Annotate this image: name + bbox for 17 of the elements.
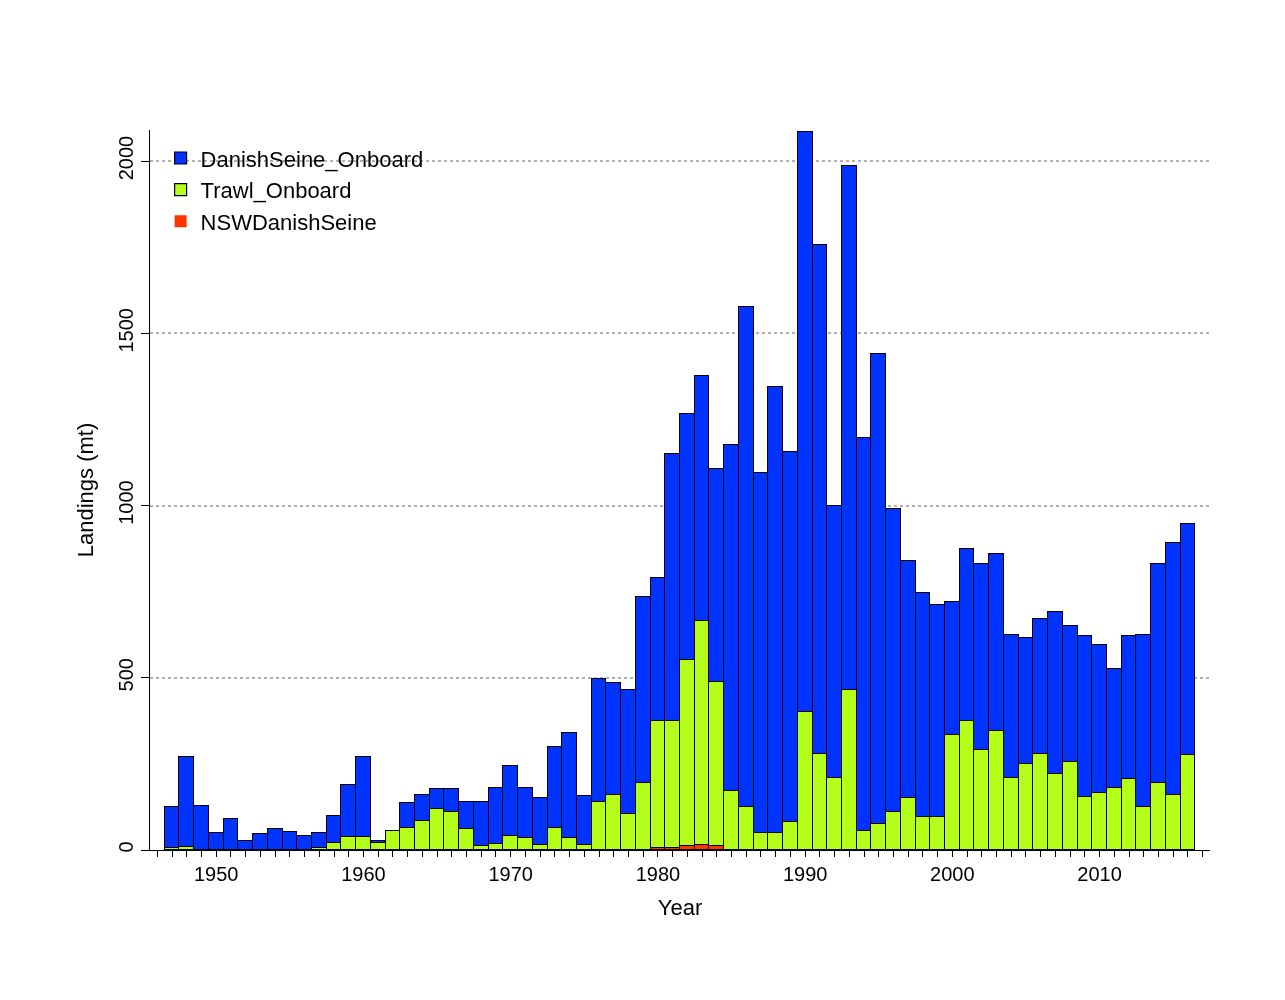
y-tick-label: 1000 <box>115 480 137 525</box>
legend-label: DanishSeine_Onboard <box>200 146 424 172</box>
x-axis-title: Year <box>657 894 703 920</box>
y-tick-label: 1500 <box>115 308 137 353</box>
x-tick-label: 1980 <box>635 863 681 885</box>
x-tick-label: 2010 <box>1077 863 1122 885</box>
legend-label: Trawl_Onboard <box>200 178 352 204</box>
y-tick-label: 500 <box>115 658 137 692</box>
y-axis-title: Landings (mt) <box>72 422 98 558</box>
x-tick-label: 1950 <box>194 863 239 885</box>
legend-label: NSWDanishSeine <box>200 209 377 235</box>
x-tick-label: 1960 <box>341 863 386 885</box>
y-tick-label: 0 <box>115 841 137 853</box>
x-tick-label: 1970 <box>488 863 533 885</box>
x-tick-label: 1990 <box>782 863 828 885</box>
x-tick-label: 2000 <box>930 863 975 885</box>
y-tick-label: 2000 <box>115 135 137 181</box>
